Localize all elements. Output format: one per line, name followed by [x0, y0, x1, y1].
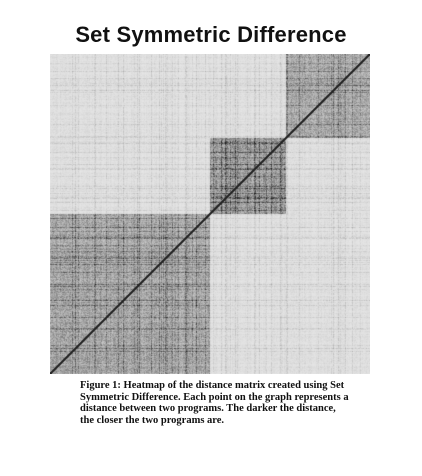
figure-caption: Figure 1: Heatmap of the distance matrix…: [80, 380, 349, 426]
chart-title: Set Symmetric Difference: [75, 22, 347, 47]
heatmap: [50, 54, 370, 374]
heatmap-canvas: [50, 54, 370, 374]
